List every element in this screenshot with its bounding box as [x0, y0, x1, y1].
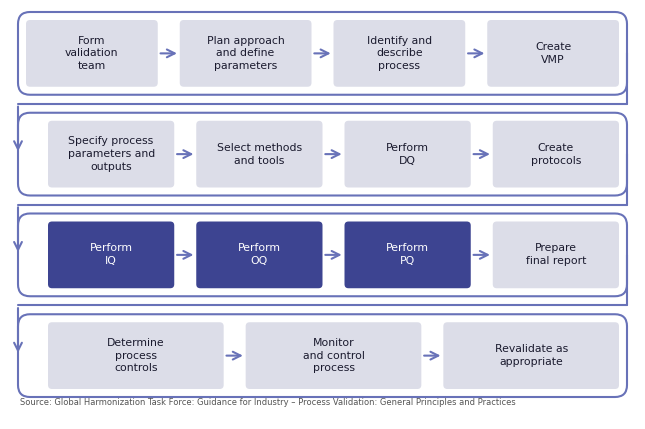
- Text: Perform
IQ: Perform IQ: [90, 244, 133, 266]
- Text: Identify and
describe
process: Identify and describe process: [367, 36, 432, 71]
- Text: Perform
DQ: Perform DQ: [386, 143, 429, 166]
- FancyBboxPatch shape: [196, 221, 322, 288]
- Text: Create
protocols: Create protocols: [531, 143, 581, 166]
- FancyBboxPatch shape: [443, 322, 619, 389]
- FancyBboxPatch shape: [48, 322, 224, 389]
- Text: Perform
OQ: Perform OQ: [238, 244, 281, 266]
- FancyBboxPatch shape: [493, 221, 619, 288]
- FancyBboxPatch shape: [344, 221, 471, 288]
- FancyBboxPatch shape: [26, 20, 158, 87]
- FancyBboxPatch shape: [333, 20, 465, 87]
- FancyBboxPatch shape: [48, 121, 174, 187]
- FancyBboxPatch shape: [493, 121, 619, 187]
- Text: Create
VMP: Create VMP: [535, 42, 571, 65]
- Text: Revalidate as
appropriate: Revalidate as appropriate: [495, 344, 568, 367]
- Text: Monitor
and control
process: Monitor and control process: [303, 338, 364, 373]
- Text: Form
validation
team: Form validation team: [65, 36, 119, 71]
- Text: Plan approach
and define
parameters: Plan approach and define parameters: [207, 36, 284, 71]
- FancyBboxPatch shape: [487, 20, 619, 87]
- Text: Select methods
and tools: Select methods and tools: [217, 143, 302, 166]
- FancyBboxPatch shape: [48, 221, 174, 288]
- FancyBboxPatch shape: [344, 121, 471, 187]
- FancyBboxPatch shape: [196, 121, 322, 187]
- Text: Prepare
final report: Prepare final report: [526, 244, 586, 266]
- Text: Determine
process
controls: Determine process controls: [107, 338, 164, 373]
- Text: Specify process
parameters and
outputs: Specify process parameters and outputs: [68, 136, 155, 172]
- FancyBboxPatch shape: [246, 322, 421, 389]
- Text: Perform
PQ: Perform PQ: [386, 244, 429, 266]
- Text: Source: Global Harmonization Task Force: Guidance for Industry – Process Validat: Source: Global Harmonization Task Force:…: [20, 398, 516, 407]
- FancyBboxPatch shape: [180, 20, 312, 87]
